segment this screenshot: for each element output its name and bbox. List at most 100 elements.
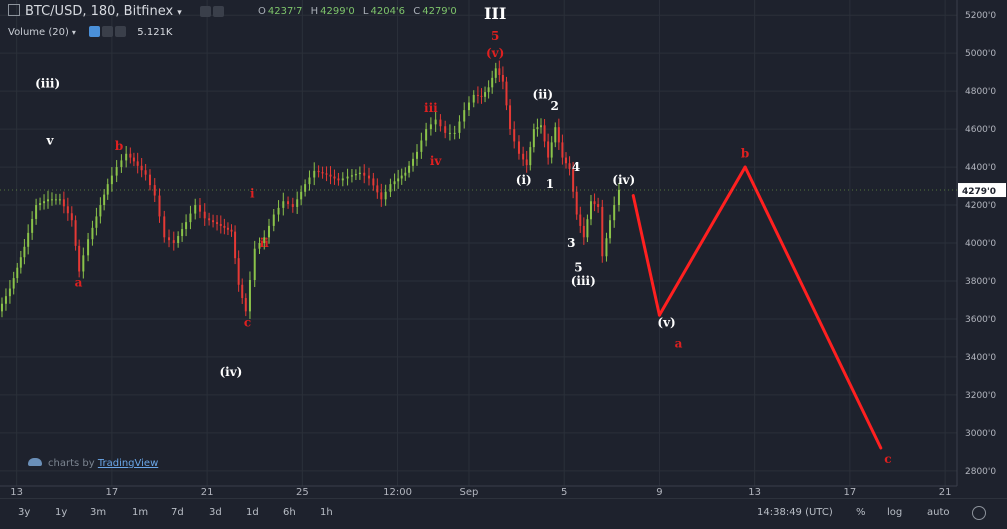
ohlc-readout: O 4237'7 H 4299'0 L 4204'6 C 4279'0 — [258, 6, 462, 17]
x-tick-label: 9 — [656, 487, 662, 498]
price-candle-body — [70, 213, 73, 221]
price-candle-body — [158, 195, 161, 217]
price-candle-body — [181, 229, 184, 237]
symbol-title[interactable]: BTC/USD, 180, Bitfinex ▾ — [8, 4, 226, 19]
y-tick-label: 4200'0 — [965, 201, 996, 211]
close-key: C — [413, 6, 421, 17]
price-candle-body — [434, 119, 437, 125]
eye-icon[interactable] — [89, 26, 101, 37]
price-candle-body — [313, 170, 316, 178]
wave-label: (v) — [657, 316, 675, 330]
eye-icon[interactable] — [199, 6, 211, 17]
watermark-brand-link[interactable]: TradingView — [97, 458, 159, 469]
timeframe-1d[interactable]: 1d — [246, 507, 259, 518]
wave-label: i — [250, 186, 255, 200]
projection-segment — [743, 165, 883, 450]
chevron-down-icon[interactable]: ▾ — [177, 8, 182, 18]
log-toggle[interactable]: log — [887, 507, 903, 518]
tradingview-watermark[interactable]: charts by TradingView — [28, 458, 158, 469]
last-price-tag — [958, 183, 1006, 198]
price-candle-body — [54, 199, 57, 201]
price-candle-body — [125, 153, 128, 161]
open-value: 4237'7 — [267, 6, 303, 17]
timeframe-3m[interactable]: 3m — [90, 507, 107, 518]
price-candle-body — [189, 213, 192, 223]
price-candle-body — [291, 204, 294, 207]
price-candle-body — [397, 178, 400, 182]
chevron-down-icon[interactable]: ▾ — [71, 28, 76, 37]
price-candle-body — [380, 192, 383, 200]
settings-icon[interactable] — [212, 6, 224, 17]
price-candle-body — [467, 102, 470, 111]
price-candle-body — [505, 81, 508, 106]
price-candle-body — [230, 229, 233, 232]
wave-label: 1 — [546, 177, 554, 191]
price-candle-body — [91, 227, 94, 240]
price-candle-body — [325, 173, 328, 175]
price-candle-body — [547, 141, 550, 158]
price-candle-body — [420, 140, 423, 152]
price-candle-body — [308, 177, 311, 185]
price-candle-body — [525, 159, 528, 166]
price-candle-body — [106, 184, 109, 195]
timeframe-1h[interactable]: 1h — [320, 507, 333, 518]
x-tick-label: 21 — [939, 487, 952, 498]
price-candle-body — [35, 205, 38, 219]
utc-clock[interactable]: 14:38:49 (UTC) — [757, 507, 833, 518]
price-candle-body — [601, 206, 604, 257]
price-candle-body — [136, 161, 139, 166]
bottom-toolbar: 3y 1y 3m 1m 7d 3d 1d 6h 1h 14:38:49 (UTC… — [0, 498, 1007, 527]
price-candle-body — [416, 151, 419, 159]
price-candle-body — [272, 214, 275, 226]
cloud-logo-icon — [28, 458, 42, 466]
price-candle-body — [258, 243, 261, 249]
price-candle-body — [589, 201, 592, 220]
price-candle-body — [444, 126, 447, 133]
price-candle-body — [66, 206, 69, 214]
settings-icon[interactable] — [972, 506, 986, 520]
price-candle-body — [74, 220, 77, 246]
wave-label: c — [884, 452, 891, 466]
price-candle-body — [23, 246, 26, 258]
x-tick-label: 17 — [844, 487, 857, 498]
price-candle-body — [304, 184, 307, 192]
wave-label: iv — [430, 154, 443, 168]
price-candle-body — [296, 199, 299, 207]
price-candle-body — [498, 68, 501, 75]
y-tick-label: 5200'0 — [965, 11, 996, 21]
watermark-prefix: charts by — [48, 458, 95, 469]
timeframe-7d[interactable]: 7d — [171, 507, 184, 518]
price-candle-body — [550, 142, 553, 158]
price-candle-body — [203, 211, 206, 219]
price-candle-body — [564, 157, 567, 164]
price-candle-body — [140, 165, 143, 171]
wave-label: (iv) — [219, 365, 242, 379]
price-candle-body — [268, 225, 271, 238]
auto-toggle[interactable]: auto — [927, 507, 950, 518]
y-tick-label: 4000'0 — [965, 239, 996, 249]
price-candle-body — [389, 184, 392, 192]
price-candle-body — [617, 189, 620, 206]
timeframe-6h[interactable]: 6h — [283, 507, 296, 518]
timeframe-3d[interactable]: 3d — [209, 507, 222, 518]
percent-toggle[interactable]: % — [856, 507, 866, 518]
timeframe-1y[interactable]: 1y — [55, 507, 68, 518]
price-candle-body — [509, 105, 512, 130]
price-candle-body — [103, 194, 106, 206]
price-candle-body — [226, 227, 229, 230]
price-candle-body — [129, 153, 132, 158]
price-candle-body — [575, 191, 578, 215]
settings-icon[interactable] — [102, 26, 114, 37]
volume-label: Volume (20) — [8, 27, 69, 38]
close-icon[interactable] — [115, 26, 127, 37]
price-candle-body — [354, 174, 357, 176]
price-candle-body — [358, 172, 361, 175]
volume-legend[interactable]: Volume (20) ▾ 5.121K — [8, 26, 172, 38]
price-candle-body — [198, 205, 201, 212]
timeframe-1m[interactable]: 1m — [132, 507, 149, 518]
x-tick-label: 12:00 — [383, 487, 412, 498]
collapse-icon[interactable] — [8, 4, 20, 16]
timeframe-3y[interactable]: 3y — [18, 507, 31, 518]
